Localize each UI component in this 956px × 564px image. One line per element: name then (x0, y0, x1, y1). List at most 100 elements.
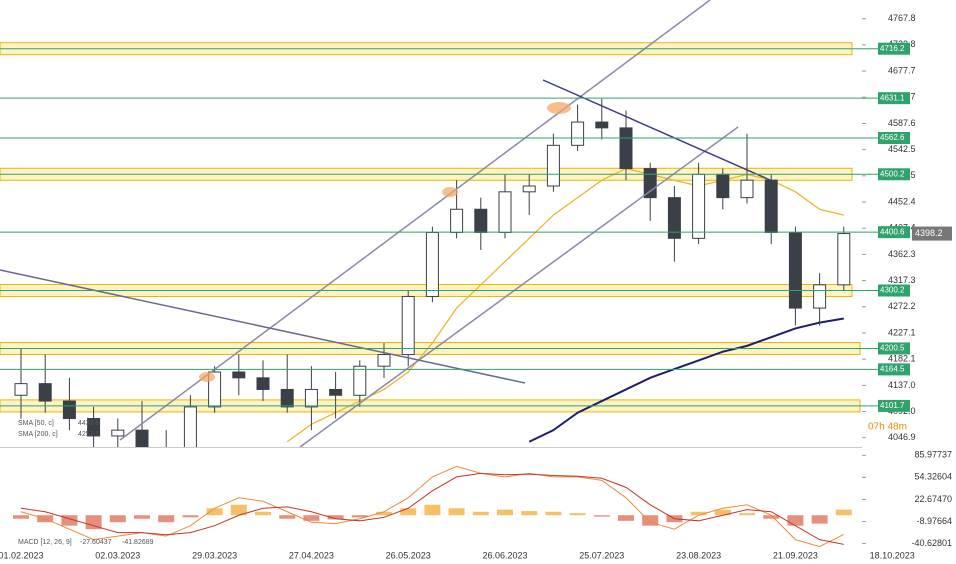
histogram-bar (448, 508, 465, 516)
y-tick-label: 4767.8 (888, 13, 916, 23)
y-tick-label: -40.62801 (911, 538, 952, 548)
x-tick-label: 23.08.2023 (676, 550, 721, 560)
level-label: 4631.1 (880, 93, 905, 102)
candle-body (401, 295, 415, 356)
y-tick-label: 4182.1 (888, 354, 916, 364)
candle-body (280, 388, 294, 408)
countdown: 07h 48m (868, 422, 907, 433)
sma-line (528, 317, 844, 443)
candle-body (62, 400, 76, 420)
sma-line (286, 167, 844, 443)
histogram-bar (376, 511, 392, 516)
histogram-bar (424, 504, 441, 516)
candle-body (38, 383, 52, 402)
level-tag (878, 399, 910, 412)
x-tick-label: 26.06.2023 (482, 550, 527, 560)
macd-legend: MACD [12, 26, 9] (18, 539, 72, 546)
candle-body (788, 232, 802, 309)
y-tick-label: 4677.7 (888, 65, 916, 75)
candle-body (232, 371, 246, 379)
last-label: 4398.2 (915, 228, 943, 238)
y-tick-label: 4137.0 (888, 380, 916, 390)
sma-legend: SMA [200, c] (18, 431, 58, 438)
candle-body (740, 179, 754, 199)
level-tag (878, 168, 910, 181)
candle-body (14, 383, 28, 396)
last-tag (912, 226, 952, 241)
x-tick-label: 18.10.2023 (870, 550, 915, 560)
y-tick-label: 4452.4 (888, 196, 916, 206)
macd-panel (13, 465, 852, 548)
candle-body (764, 179, 778, 234)
level-tag (878, 226, 910, 239)
y-tick-label: 4362.3 (888, 249, 916, 259)
candle-body (474, 208, 488, 234)
x-tick-label: 29.03.2023 (192, 550, 237, 560)
macd-line (20, 472, 844, 545)
x-tick-label: 25.07.2023 (579, 550, 624, 560)
candle-body (111, 429, 125, 437)
histogram-bar (642, 515, 659, 526)
histogram-bar (593, 515, 610, 517)
histogram-bar (811, 515, 828, 524)
level-label: 4200.5 (880, 344, 905, 353)
level-tag (878, 284, 910, 297)
sma-legend-value: 4433.8 (78, 420, 100, 427)
y-tick-label: 22.67470 (914, 494, 952, 504)
histogram-bar (13, 515, 29, 519)
x-tick-label: 27.04.2023 (289, 550, 334, 560)
histogram-bar (109, 515, 126, 523)
level-label: 4101.7 (880, 401, 905, 410)
histogram-bar (835, 509, 852, 516)
level-tag (878, 342, 910, 355)
trendlines (0, 0, 771, 447)
histogram-bar (230, 504, 247, 516)
x-tick-label: 02.03.2023 (95, 550, 140, 560)
histogram-bar (303, 515, 320, 521)
level-tag (878, 363, 910, 376)
y-tick-label: 54.32604 (914, 472, 952, 482)
histogram-bar (618, 515, 634, 521)
candle-body (498, 191, 512, 234)
histogram-bar (739, 513, 755, 516)
histogram-bar (690, 511, 707, 516)
macd-line (20, 465, 845, 548)
candle-body (183, 406, 197, 447)
histogram-bar (714, 509, 731, 516)
histogram-bar (763, 515, 780, 519)
level-label: 4562.6 (880, 133, 905, 142)
histogram-bar (182, 515, 199, 518)
candle-body (643, 168, 657, 199)
histogram-bar (787, 515, 804, 526)
histogram-bar (255, 511, 271, 516)
histogram-bar (351, 515, 368, 518)
histogram-bar (134, 515, 150, 519)
histogram-bar (521, 511, 538, 516)
y-tick-label: 4542.5 (888, 144, 916, 154)
level-label: 4716.2 (880, 44, 905, 53)
histogram-bar (545, 511, 562, 516)
candle-body (619, 127, 633, 170)
candle-body (546, 144, 560, 187)
macd-legend-value: -41.82689 (122, 539, 154, 546)
level-label: 4400.6 (880, 227, 905, 236)
candle-body (256, 377, 270, 390)
histogram-bar (61, 515, 78, 526)
candle-body (837, 233, 851, 286)
y-tick-label: 4587.6 (888, 118, 916, 128)
histogram-bar (497, 509, 513, 516)
candle-body (329, 388, 343, 396)
level-label: 4164.5 (880, 365, 905, 374)
candle-body (450, 208, 464, 234)
candle-body (667, 197, 681, 239)
level-tag (878, 92, 910, 105)
y-tick-label: 4272.2 (888, 301, 916, 311)
histogram-bar (206, 508, 223, 516)
candle-body (304, 388, 318, 408)
candle-body (692, 173, 706, 239)
histogram-bar (279, 515, 296, 519)
level-tag (878, 131, 910, 144)
histogram-bar (569, 513, 586, 516)
y-tick-label: 4046.9 (888, 432, 916, 442)
